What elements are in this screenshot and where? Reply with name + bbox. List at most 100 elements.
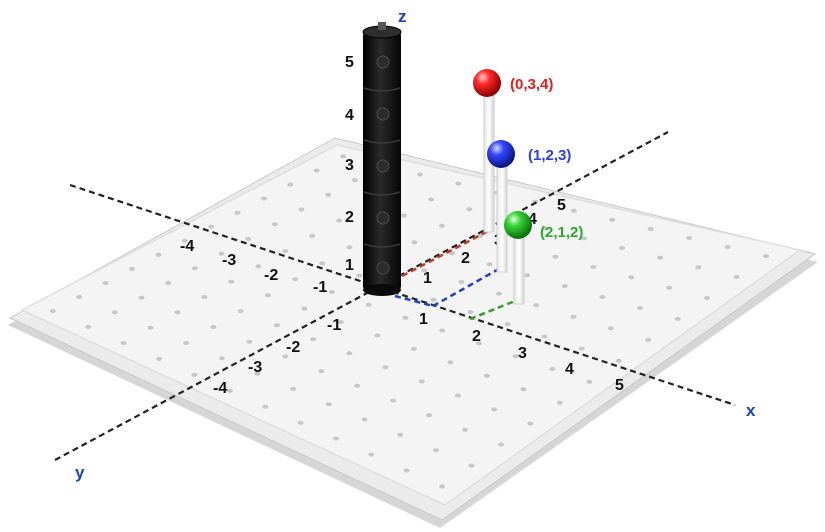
y-tick-5: 5 [557,197,566,214]
peg [297,420,304,425]
peg [361,417,368,422]
red-sphere [473,69,501,97]
peg [354,383,361,388]
peg [181,238,188,243]
peg [301,306,308,311]
peg [328,290,335,294]
peg [298,207,305,212]
peg [733,275,740,279]
peg [310,337,317,342]
peg [325,192,332,197]
peg [245,236,252,241]
peg [430,297,437,302]
peg [111,310,118,315]
peg [504,322,511,327]
y-tick-neg-2: -2 [286,339,300,356]
peg [255,264,262,269]
peg [390,398,397,403]
peg [520,387,527,392]
peg [438,223,445,228]
peg [356,273,363,278]
y-tick-neg-4: -4 [213,380,227,397]
peg [237,309,244,314]
peg [455,181,462,186]
z-tick-5: 5 [345,54,354,71]
peg [512,354,519,359]
peg [402,315,409,320]
peg [336,218,343,223]
point-red: (0,3,4) [473,69,553,97]
peg [76,295,83,299]
peg [340,154,347,159]
peg [49,309,56,314]
peg [382,365,389,370]
peg [410,346,417,351]
peg [120,341,127,345]
peg [282,249,289,254]
peg [615,358,622,363]
peg [449,251,455,256]
peg [351,178,358,183]
peg [695,265,702,270]
projection-lines [394,226,516,321]
z-column-segments [363,55,401,275]
peg [191,266,198,271]
column-peg-hole [376,261,390,275]
peg [455,393,461,398]
peg [590,265,597,269]
peg [704,296,711,300]
z-tick-2: 2 [345,209,354,226]
peg [290,386,297,391]
peg [763,254,769,259]
peg [226,388,233,393]
peg [549,366,556,371]
y-axis-label: y [75,463,85,482]
peg [346,245,353,250]
column-segment-divider [363,87,401,92]
peg [418,379,425,384]
green-sphere [504,211,532,239]
peg [586,379,593,384]
peg [365,302,372,307]
axes [54,131,736,461]
peg [524,273,531,278]
red-projection [401,226,495,278]
z-tick-1: 1 [345,257,354,274]
peg [174,310,181,315]
green-projection-x [469,299,516,321]
z-column-base [363,284,401,296]
peg [264,293,271,298]
peg [397,432,404,437]
peg [325,402,332,407]
peg [273,323,280,328]
peg [313,168,320,173]
x-axis-label: x [746,401,756,420]
column-peg-hole [376,55,390,69]
peg [368,452,375,457]
peg [447,360,454,365]
peg [607,326,614,331]
column-peg-hole [376,211,390,225]
x-tick-neg-1: -1 [313,279,327,296]
peg [674,316,681,321]
peg [191,372,198,377]
peg [570,314,577,319]
peg [426,413,433,418]
peg [218,356,225,361]
peg [428,197,435,202]
peg [218,251,225,256]
peg [468,463,475,468]
peg [599,295,606,299]
peg [129,266,135,271]
x-axis-ticks: 1 2 3 4 5 -1 -2 -3 -4 [180,238,624,394]
peg [287,182,294,187]
board-surface [20,144,802,506]
blue-stem [496,161,508,273]
z-column-cap [378,22,386,30]
peg [183,341,190,345]
peg [254,371,261,376]
y-tick-2: 2 [461,250,470,267]
peg [165,281,172,285]
peg [495,291,502,296]
blue-sphere [487,140,515,168]
